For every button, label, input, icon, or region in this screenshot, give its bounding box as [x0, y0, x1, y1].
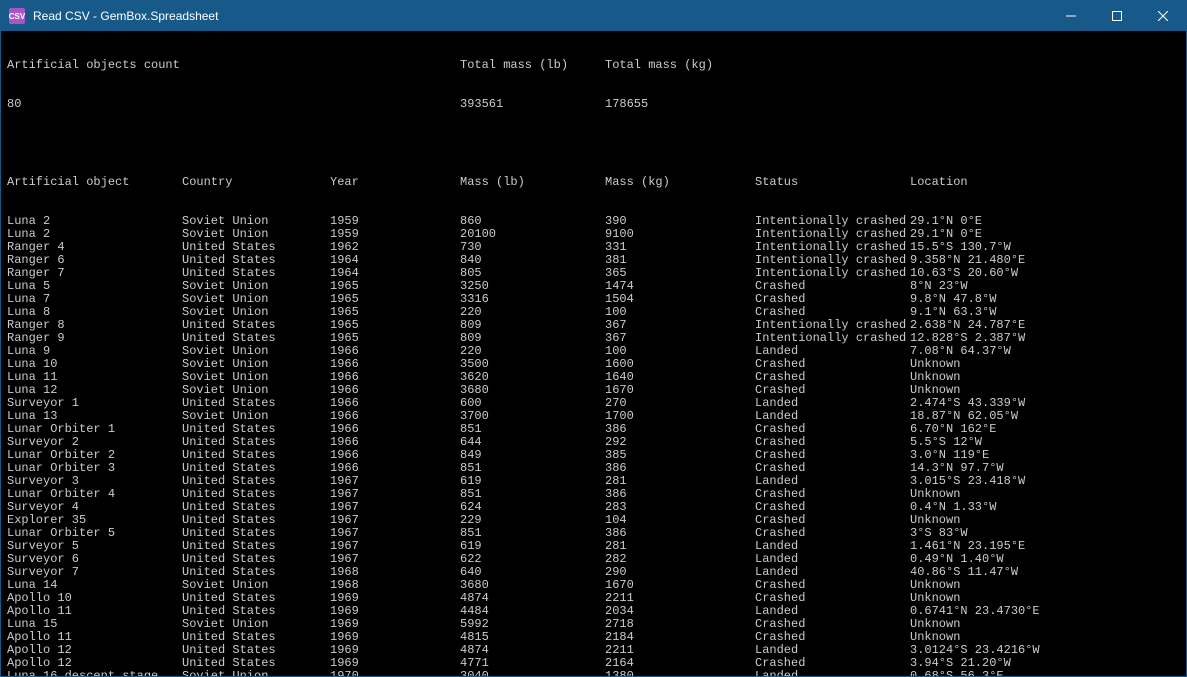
console-text: Artificial objects count Total mass (lb)T… — [1, 31, 1186, 676]
cell: 619 — [460, 475, 605, 488]
cell: 644 — [460, 436, 605, 449]
summary-header-row: Artificial objects count Total mass (lb)T… — [7, 59, 1180, 72]
cell: 1700 — [605, 410, 755, 423]
cell: 386 — [605, 488, 755, 501]
cell: Luna 16 descent stage — [7, 670, 182, 676]
blank-line — [7, 137, 1180, 150]
cell: 3700 — [460, 410, 605, 423]
cell: 3680 — [460, 384, 605, 397]
cell: 385 — [605, 449, 755, 462]
col-header: Country — [182, 176, 330, 189]
app-window: CSV Read CSV - GemBox.Spreadsheet Artifi… — [0, 0, 1187, 677]
cell: 619 — [460, 540, 605, 553]
cell: 386 — [605, 462, 755, 475]
close-button[interactable] — [1140, 1, 1186, 31]
cell: 624 — [460, 501, 605, 514]
col-header: Mass (lb) — [460, 176, 605, 189]
table-header-row: Artificial objectCountryYearMass (lb)Mas… — [7, 176, 1180, 189]
cell: 283 — [605, 501, 755, 514]
cell: 3316 — [460, 293, 605, 306]
cell: Landed — [755, 670, 910, 676]
cell: 851 — [460, 488, 605, 501]
summary-count-value: 80 — [7, 98, 182, 111]
cell: 851 — [460, 527, 605, 540]
titlebar[interactable]: CSV Read CSV - GemBox.Spreadsheet — [1, 1, 1186, 31]
window-title: Read CSV - GemBox.Spreadsheet — [33, 9, 1048, 23]
cell: 1970 — [330, 670, 460, 676]
summary-mass-lb-value: 393561 — [460, 98, 605, 111]
col-header: Status — [755, 176, 910, 189]
cell: 0.68°S 56.3°E — [910, 670, 1170, 676]
cell: 20100 — [460, 228, 605, 241]
cell: 1670 — [605, 384, 755, 397]
console-area[interactable]: Artificial objects count Total mass (lb)T… — [1, 31, 1186, 676]
cell: 386 — [605, 423, 755, 436]
cell: 1380 — [605, 670, 755, 676]
cell: 386 — [605, 527, 755, 540]
cell: 730 — [460, 241, 605, 254]
cell: Soviet Union — [182, 670, 330, 676]
col-header: Artificial object — [7, 176, 182, 189]
cell: 851 — [460, 462, 605, 475]
summary-count-label: Artificial objects count — [7, 59, 182, 72]
cell: 100 — [605, 306, 755, 319]
col-header: Mass (kg) — [605, 176, 755, 189]
minimize-button[interactable] — [1048, 1, 1094, 31]
cell: 229 — [460, 514, 605, 527]
cell: 381 — [605, 254, 755, 267]
cell: 809 — [460, 319, 605, 332]
cell: 331 — [605, 241, 755, 254]
cell: 367 — [605, 332, 755, 345]
cell: 281 — [605, 540, 755, 553]
app-icon: CSV — [9, 8, 25, 24]
cell: 282 — [605, 553, 755, 566]
window-controls — [1048, 1, 1186, 31]
summary-value-row: 80 393561178655 — [7, 98, 1180, 111]
cell: 622 — [460, 553, 605, 566]
cell: 220 — [460, 306, 605, 319]
cell: 1504 — [605, 293, 755, 306]
cell: 104 — [605, 514, 755, 527]
cell: 849 — [460, 449, 605, 462]
cell: 367 — [605, 319, 755, 332]
cell: 292 — [605, 436, 755, 449]
summary-mass-kg-value: 178655 — [605, 98, 755, 111]
summary-mass-lb-label: Total mass (lb) — [460, 59, 605, 72]
col-header: Location — [910, 176, 1170, 189]
table-row: Luna 16 descent stageSoviet Union1970304… — [7, 670, 1180, 676]
cell: 281 — [605, 475, 755, 488]
cell: 809 — [460, 332, 605, 345]
table-body: Luna 2Soviet Union1959860390Intentionall… — [7, 215, 1180, 676]
cell: 3040 — [460, 670, 605, 676]
cell: 840 — [460, 254, 605, 267]
cell: 9100 — [605, 228, 755, 241]
maximize-button[interactable] — [1094, 1, 1140, 31]
col-header: Year — [330, 176, 460, 189]
cell: 851 — [460, 423, 605, 436]
summary-mass-kg-label: Total mass (kg) — [605, 59, 755, 72]
